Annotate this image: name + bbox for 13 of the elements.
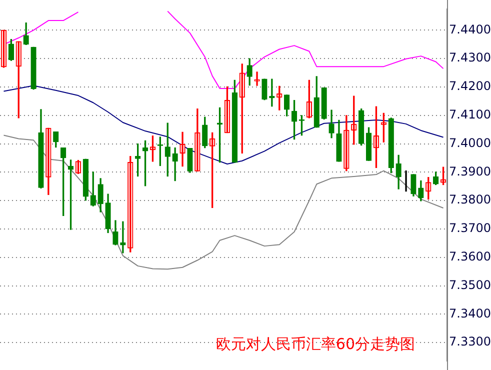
y-tick-label: 7.4000	[449, 136, 491, 150]
annotation: 欧元对人民币汇率60分走势图	[216, 334, 415, 353]
y-tick-label: 7.4100	[449, 108, 491, 122]
y-tick-label: 7.3300	[449, 334, 491, 349]
y-tick-label: 7.3700	[449, 221, 491, 236]
y-tick-label: 7.3400	[449, 306, 491, 320]
y-tick-label: 7.4400	[449, 22, 491, 36]
y-tick-label: 7.3800	[449, 192, 491, 207]
y-tick-label: 7.3900	[449, 164, 491, 178]
y-tick-label: 7.3500	[449, 278, 491, 292]
y-tick-label: 7.4300	[449, 50, 491, 65]
y-tick-label: 7.4200	[449, 79, 491, 94]
y-tick-label: 7.3600	[449, 250, 491, 264]
